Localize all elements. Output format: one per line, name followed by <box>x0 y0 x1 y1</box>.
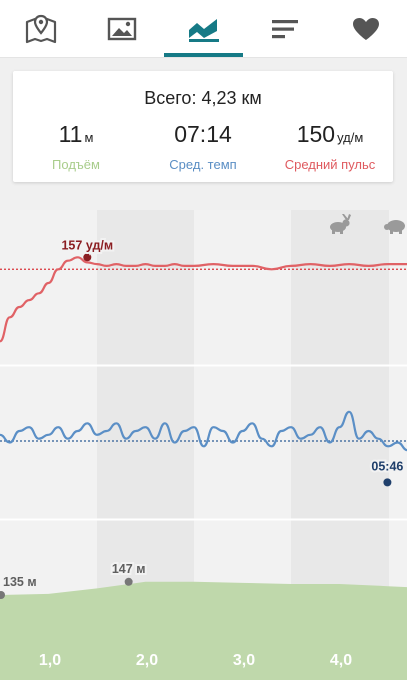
x-axis-tick-label: 1,0 <box>39 652 61 669</box>
image-icon <box>107 17 137 40</box>
heart-rate-line <box>0 256 407 343</box>
heart-rate-max-label: 157 уд/м <box>61 238 113 252</box>
heart-rate-max-point <box>83 253 92 262</box>
pace-best-point <box>383 478 392 487</box>
heart-rate-stat: 150 уд/м Средний пульс <box>267 121 393 172</box>
pace-best-label-halo: 05:46 <box>371 459 403 473</box>
pace-value: 07:14 <box>174 121 232 147</box>
tab-splits[interactable] <box>244 0 325 57</box>
elevation-area <box>0 581 407 680</box>
bars-icon <box>271 19 298 38</box>
heart-value: 150 <box>296 121 336 147</box>
tab-map[interactable] <box>0 0 81 57</box>
elevation-label: 135 м <box>3 575 37 589</box>
elevation-point <box>0 591 5 599</box>
tab-bar <box>0 0 407 58</box>
chart-icon <box>188 18 219 42</box>
pace-best-label: 05:46 <box>371 459 403 473</box>
pace-value-line: 07:14 <box>140 121 266 148</box>
rabbit-icon <box>330 214 351 234</box>
x-axis-tick-label: 4,0 <box>330 652 352 669</box>
tab-photos[interactable] <box>81 0 162 57</box>
x-axis-tick-label: 2,0 <box>136 652 158 669</box>
x-axis-tick-label: 3,0 <box>233 652 255 669</box>
total-distance: Всего: 4,23 км <box>144 88 262 108</box>
elevation-stat: 11 м Подъём <box>13 121 139 172</box>
pace-stat: 07:14 Сред. темп <box>140 121 266 172</box>
elevation-value: 11 <box>58 121 83 147</box>
elevation-point <box>124 577 133 586</box>
pace-line <box>0 410 407 452</box>
charts-area[interactable]: 157 уд/м 157 уд/м 05:46 05:46 135 м 135 м 14… <box>0 210 407 680</box>
heart-rate-max-label-halo: 157 уд/м <box>61 238 113 252</box>
map-pin-icon <box>25 14 56 43</box>
tab-favorite[interactable] <box>326 0 407 57</box>
elevation-unit: м <box>84 130 94 145</box>
elevation-label-halo: 135 м <box>3 575 37 589</box>
heart-icon <box>353 17 380 40</box>
elevation-label: 147 м <box>112 562 146 576</box>
heart-value-line: 150 уд/м <box>267 121 393 148</box>
turtle-icon <box>384 220 405 234</box>
elevation-label-halo: 147 м <box>112 562 146 576</box>
heart-label: Средний пульс <box>284 157 376 172</box>
tab-charts[interactable] <box>163 0 244 57</box>
pace-label: Сред. темп <box>169 157 237 172</box>
elevation-label: Подъём <box>52 157 100 172</box>
x-axis: 1,0 2,0 3,0 4,0 <box>39 652 352 669</box>
heart-unit: уд/м <box>337 130 364 145</box>
summary-card: Всего: 4,23 км 11 м Подъём 07:14 Сред. те… <box>13 71 393 182</box>
elevation-value-line: 11 м <box>13 121 139 148</box>
